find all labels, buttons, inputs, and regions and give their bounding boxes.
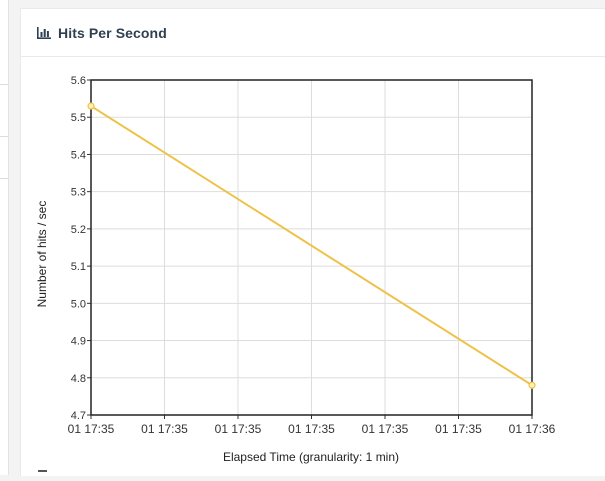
sidebar-divider	[0, 84, 8, 85]
x-tick-label: 01 17:35	[288, 422, 335, 436]
panel-header: Hits Per Second	[21, 9, 605, 57]
series-line	[90, 105, 533, 387]
y-tick-label: 5.1	[71, 261, 86, 273]
sidebar-divider	[0, 178, 8, 179]
bar-chart-icon	[36, 26, 52, 40]
y-tick-label: 4.7	[71, 410, 86, 422]
x-tick-label: 01 17:35	[435, 422, 482, 436]
hits-per-second-chart: 4.7 4.8 4.9 5.0 5.1 5.2 5.3 5.4 5.5 5.6 01 17:35 01…	[35, 75, 556, 464]
y-tick-label: 5.6	[71, 75, 86, 87]
x-tick-label: 01 17:35	[362, 422, 409, 436]
plot-frame	[90, 79, 533, 416]
y-axis-label: Number of hits / sec	[35, 201, 49, 308]
y-tick-label: 5.0	[71, 298, 86, 310]
y-tick-label: 4.8	[71, 373, 86, 385]
sidebar-edge	[0, 0, 9, 475]
x-tick-label: 01 17:36	[509, 422, 556, 436]
sidebar-divider	[0, 136, 8, 137]
chart-panel: Hits Per Second 4.7 4.8 4.9 5.0 5.1 5.2 5.3 5.4…	[20, 8, 605, 476]
data-point[interactable]	[528, 381, 536, 389]
grid	[90, 79, 533, 416]
data-point[interactable]	[87, 102, 95, 110]
footer-mark	[38, 470, 47, 472]
x-tick-label: 01 17:35	[215, 422, 262, 436]
y-tick-label: 5.5	[71, 112, 86, 124]
x-tick-label: 01 17:35	[141, 422, 188, 436]
y-tick-label: 4.9	[71, 336, 86, 348]
chart-area: 4.7 4.8 4.9 5.0 5.1 5.2 5.3 5.4 5.5 5.6 01 17:35 01…	[21, 57, 605, 481]
y-tick-label: 5.2	[71, 224, 86, 236]
series-layer	[87, 102, 536, 389]
x-axis-label: Elapsed Time (granularity: 1 min)	[223, 450, 399, 464]
panel-title: Hits Per Second	[58, 24, 167, 41]
x-tick-label: 01 17:35	[68, 422, 115, 436]
axes: 4.7 4.8 4.9 5.0 5.1 5.2 5.3 5.4 5.5 5.6 01 17:35 01…	[68, 75, 556, 436]
y-tick-label: 5.4	[71, 149, 86, 161]
y-tick-label: 5.3	[71, 187, 86, 199]
